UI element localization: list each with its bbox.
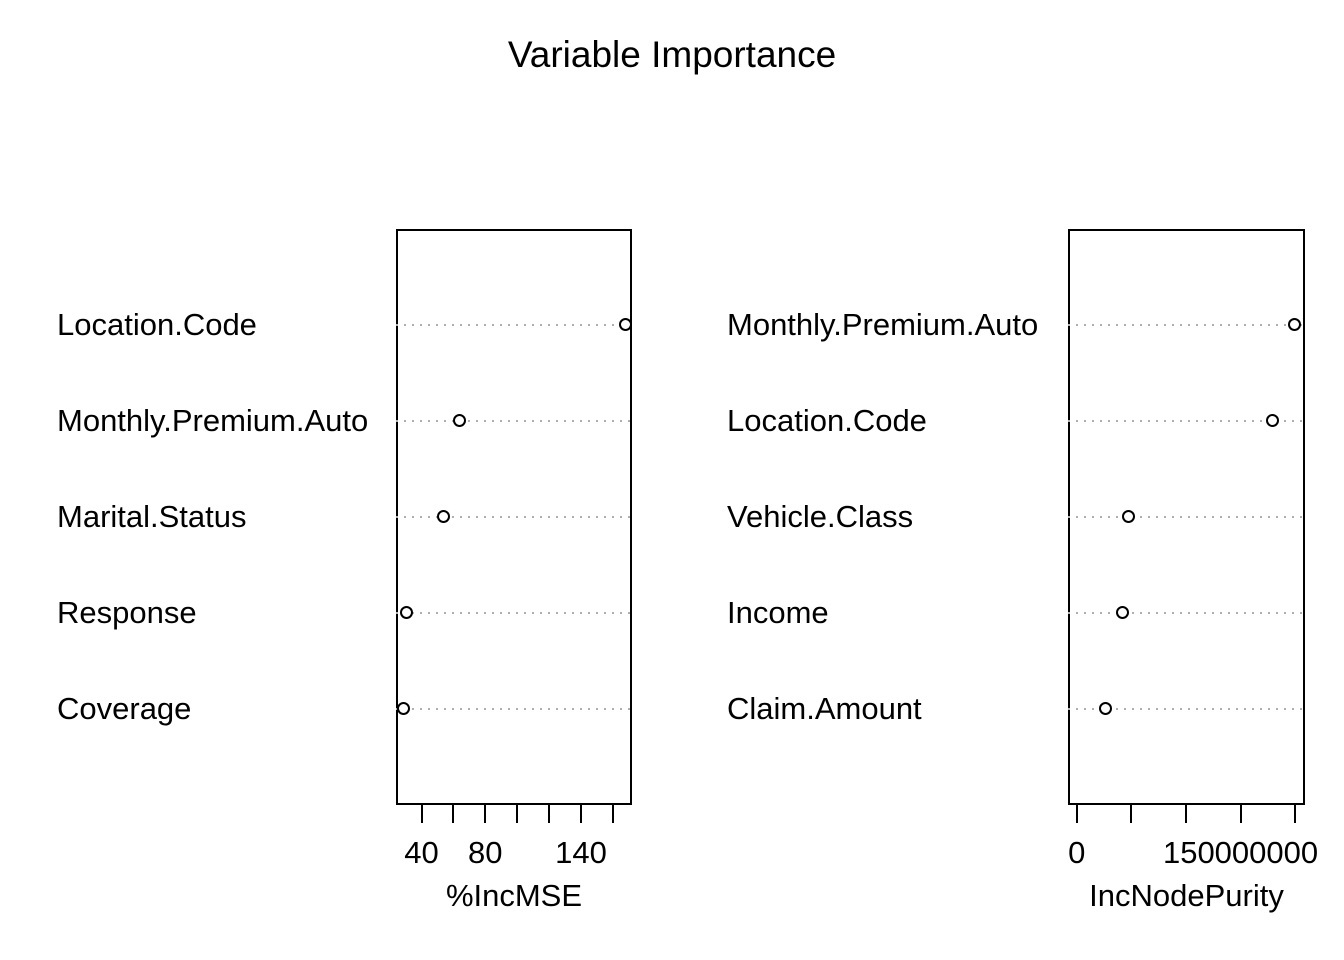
category-label: Location.Code	[57, 307, 257, 342]
category-label: Income	[727, 595, 829, 630]
data-point-marker	[400, 606, 414, 619]
x-axis-tick	[516, 805, 519, 823]
x-axis-tick-label: 150000000	[1162, 835, 1319, 870]
x-axis-tick	[579, 805, 582, 823]
x-axis-tick	[420, 805, 423, 823]
gridline	[396, 324, 632, 326]
data-point-marker	[396, 702, 410, 715]
data-point-marker	[1122, 510, 1136, 523]
gridline	[1068, 612, 1305, 614]
category-label: Vehicle.Class	[727, 499, 914, 534]
category-label: Marital.Status	[57, 499, 247, 534]
gridline	[396, 612, 632, 614]
data-point-marker	[618, 318, 632, 331]
x-axis-tick-label: 0	[1068, 835, 1086, 870]
chart-title: Variable Importance	[507, 34, 837, 75]
gridline	[1068, 708, 1305, 710]
x-axis-title-incmse: %IncMSE	[445, 878, 583, 913]
data-point-marker	[1288, 318, 1302, 331]
category-label: Monthly.Premium.Auto	[727, 307, 1039, 342]
data-point-marker	[1266, 414, 1280, 427]
x-axis-tick	[1239, 805, 1242, 823]
data-point-marker	[436, 510, 450, 523]
category-label: Response	[57, 595, 197, 630]
x-axis-tick	[484, 805, 487, 823]
gridline	[1068, 420, 1305, 422]
x-axis-tick	[1184, 805, 1187, 823]
gridline	[1068, 516, 1305, 518]
x-axis-tick	[1075, 805, 1078, 823]
x-axis-tick-label: 40	[404, 835, 439, 870]
x-axis-tick	[611, 805, 614, 823]
x-axis-tick	[1294, 805, 1297, 823]
gridline	[1068, 324, 1305, 326]
x-axis-tick	[452, 805, 455, 823]
x-axis-tick	[548, 805, 551, 823]
category-label: Location.Code	[727, 403, 927, 438]
category-label: Coverage	[57, 691, 192, 726]
gridline	[396, 516, 632, 518]
data-point-marker	[1115, 606, 1129, 619]
x-axis-tick-label: 80	[468, 835, 503, 870]
x-axis-tick	[1130, 805, 1133, 823]
gridline	[396, 708, 632, 710]
x-axis-title-incnodepurity: IncNodePurity	[1089, 878, 1284, 913]
data-point-marker	[1099, 702, 1113, 715]
category-label: Claim.Amount	[727, 691, 922, 726]
category-label: Monthly.Premium.Auto	[57, 403, 369, 438]
data-point-marker	[452, 414, 466, 427]
gridline	[396, 420, 632, 422]
x-axis-tick-label: 140	[555, 835, 607, 870]
